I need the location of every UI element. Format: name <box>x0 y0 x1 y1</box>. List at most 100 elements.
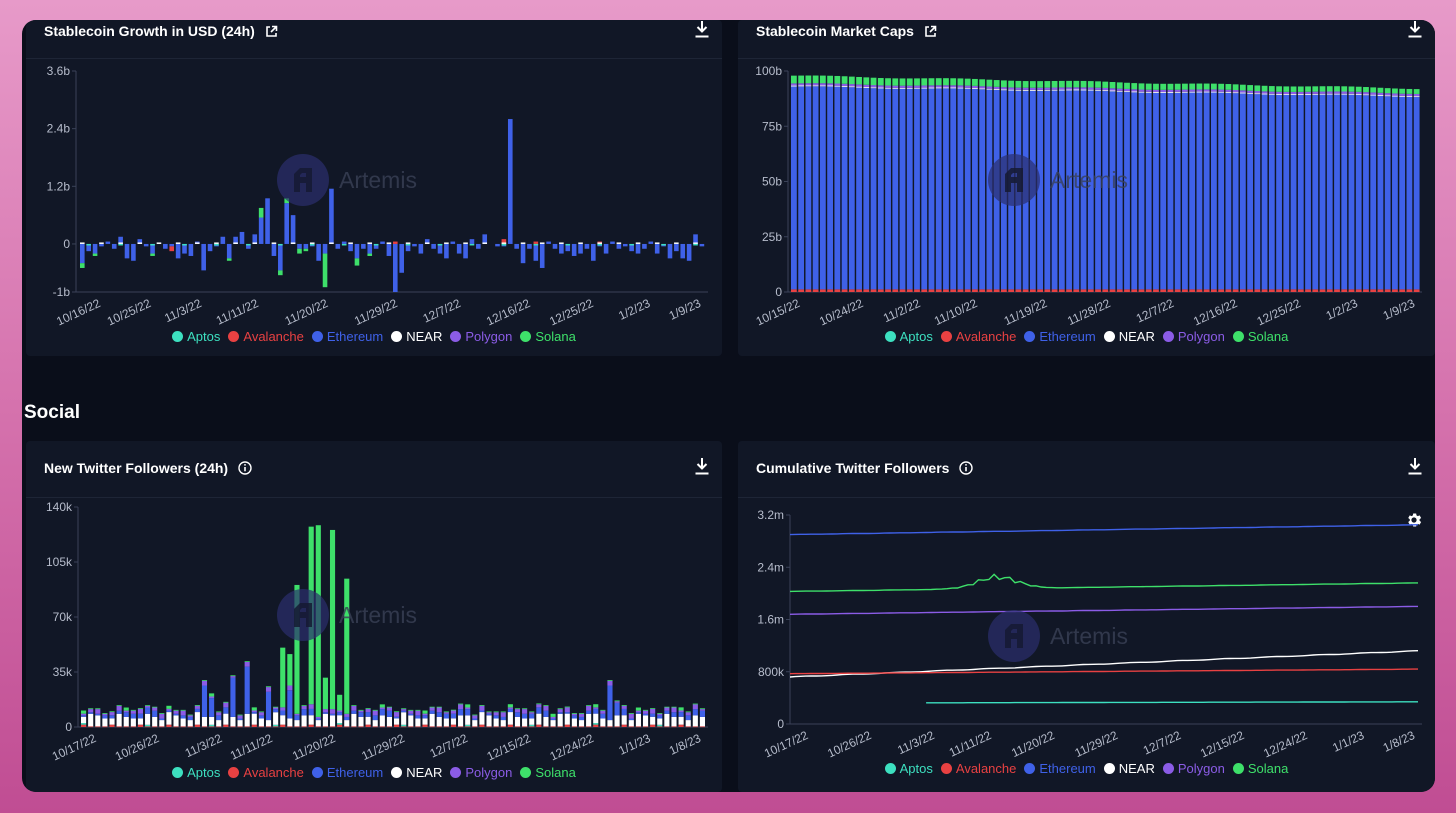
bar-solana <box>571 713 577 714</box>
x-tick-label: 10/17/22 <box>762 728 811 761</box>
legend-item-ethereum[interactable]: Ethereum <box>311 765 383 780</box>
watermark-text: Artemis <box>1050 623 1128 649</box>
bar-ethereum <box>315 718 321 721</box>
bar-near <box>166 712 172 725</box>
legend-item-solana[interactable]: Solana <box>1232 761 1288 776</box>
bar-polygon <box>812 83 819 86</box>
legend-item-polygon[interactable]: Polygon <box>1162 329 1225 344</box>
legend-item-ethereum[interactable]: Ethereum <box>1024 761 1096 776</box>
bar-polygon <box>294 713 300 716</box>
bar-near <box>337 715 343 724</box>
bar-ethereum <box>169 243 175 247</box>
bar-ethereum <box>1268 94 1275 290</box>
bar-polygon <box>351 705 357 711</box>
bar-solana <box>394 711 400 713</box>
bar-polygon <box>1131 89 1138 92</box>
bar-ethereum <box>557 712 563 714</box>
bar-ethereum <box>479 710 485 713</box>
external-link-icon[interactable] <box>265 25 278 38</box>
legend-item-aptos[interactable]: Aptos <box>172 765 220 780</box>
bar-avalanche <box>1066 289 1072 292</box>
legend-item-polygon[interactable]: Polygon <box>450 765 512 780</box>
gear-icon[interactable] <box>1405 511 1423 529</box>
bar-avalanche <box>1051 289 1058 292</box>
legend-item-solana[interactable]: Solana <box>520 329 576 344</box>
bar-polygon <box>1196 89 1203 92</box>
legend-item-aptos[interactable]: Aptos <box>884 329 933 344</box>
bar-ethereum <box>600 713 606 719</box>
legend-item-solana[interactable]: Solana <box>520 765 576 780</box>
bar-avalanche <box>993 289 1000 292</box>
legend-item-aptos[interactable]: Aptos <box>884 761 933 776</box>
bar-polygon <box>827 83 833 86</box>
bar-ethereum <box>415 715 421 719</box>
legend-item-avalanche[interactable]: Avalanche <box>940 329 1016 344</box>
bar-polygon <box>1399 93 1406 96</box>
legend-item-near[interactable]: NEAR <box>1103 761 1155 776</box>
external-link-icon[interactable] <box>924 25 937 38</box>
y-tick-label: 2.4m <box>757 560 784 574</box>
bar-polygon <box>1022 87 1029 90</box>
bar-ethereum <box>559 243 564 254</box>
bar-solana <box>1363 87 1369 93</box>
legend-item-avalanche[interactable]: Avalanche <box>228 765 304 780</box>
bar-near <box>271 242 277 244</box>
bar-avalanche <box>230 726 236 728</box>
bar-aptos <box>597 243 603 246</box>
legend-item-aptos[interactable]: Aptos <box>172 329 220 344</box>
bar-polygon <box>1167 89 1174 93</box>
bar-ethereum <box>223 707 229 714</box>
bar-near <box>365 716 371 725</box>
bar-ethereum <box>1174 92 1181 290</box>
bar-avalanche <box>578 726 585 728</box>
legend-item-polygon[interactable]: Polygon <box>450 329 512 344</box>
bar-solana <box>351 705 357 706</box>
download-icon[interactable] <box>694 457 710 475</box>
bar-polygon <box>1319 91 1326 94</box>
legend-label: Ethereum <box>326 329 384 344</box>
bar-solana <box>685 711 691 713</box>
bar-polygon <box>964 85 971 88</box>
legend-dot <box>520 767 532 778</box>
bar-near <box>1196 91 1203 93</box>
bar-avalanche <box>1297 289 1304 292</box>
info-icon[interactable] <box>238 461 252 475</box>
bar-avalanche <box>914 289 920 292</box>
download-icon[interactable] <box>694 20 710 38</box>
bar-near <box>301 715 307 727</box>
bar-ethereum <box>361 243 366 249</box>
bar-near <box>885 87 891 89</box>
info-icon[interactable] <box>959 461 974 475</box>
legend-item-polygon[interactable]: Polygon <box>1162 761 1225 776</box>
bar-ethereum <box>246 243 251 249</box>
watermark-logo-glyph <box>294 603 312 627</box>
legend-item-avalanche[interactable]: Avalanche <box>940 761 1016 776</box>
bar-avalanche <box>1116 289 1123 292</box>
panel-title: Stablecoin Growth in USD (24h) <box>44 23 278 39</box>
bar-solana <box>297 248 302 254</box>
bar-ethereum <box>616 243 622 249</box>
bar-polygon <box>529 712 535 714</box>
legend-item-solana[interactable]: Solana <box>1232 329 1288 344</box>
legend-item-avalanche[interactable]: Avalanche <box>228 329 304 344</box>
bar-ethereum <box>290 215 296 244</box>
bar-solana <box>614 700 620 702</box>
bar-avalanche <box>287 726 293 728</box>
bar-solana <box>1109 81 1116 89</box>
download-icon[interactable] <box>1407 20 1423 38</box>
bar-near <box>372 720 378 727</box>
bar-polygon <box>159 713 165 719</box>
legend-label: NEAR <box>1118 761 1155 776</box>
bar-ethereum <box>607 685 613 721</box>
legend-item-ethereum[interactable]: Ethereum <box>1024 329 1096 344</box>
legend-item-near[interactable]: NEAR <box>1103 329 1155 344</box>
bar-ethereum <box>1413 97 1420 290</box>
bar-solana <box>1095 81 1101 88</box>
legend-item-near[interactable]: NEAR <box>391 329 442 344</box>
bar-avalanche <box>1370 289 1377 292</box>
bar-polygon <box>237 715 243 719</box>
legend-item-ethereum[interactable]: Ethereum <box>311 329 384 344</box>
bar-polygon <box>201 680 208 686</box>
legend-item-near[interactable]: NEAR <box>391 765 442 780</box>
download-icon[interactable] <box>1407 457 1423 475</box>
